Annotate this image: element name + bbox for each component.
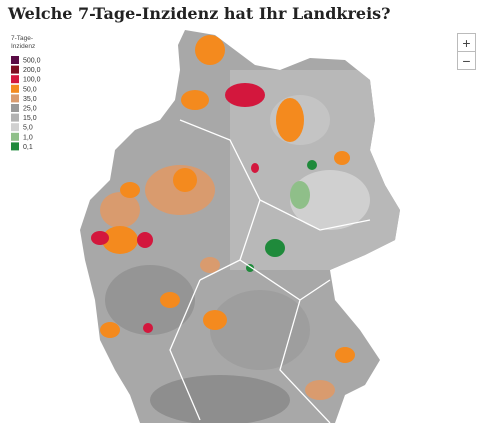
- legend: 7-Tage- Inzidenz 500,0 200,0 100,0 50,0 35,0…: [11, 35, 41, 151]
- legend-label: 50,0: [23, 86, 37, 93]
- legend-label: 5,0: [23, 125, 33, 132]
- legend-swatch: [11, 104, 19, 112]
- legend-swatch: [11, 142, 19, 151]
- legend-swatch: [11, 113, 19, 122]
- legend-label: 500,0: [23, 58, 41, 65]
- legend-swatch: [11, 123, 19, 132]
- legend-label: 0,1: [23, 144, 33, 151]
- legend-label: 15,0: [23, 115, 37, 122]
- legend-swatch: [11, 132, 19, 141]
- title: Welche 7-Tage-Inzidenz hat Ihr Landkreis…: [8, 4, 391, 23]
- legend-label: 100,0: [23, 77, 41, 84]
- legend-label: 1,0: [23, 134, 33, 141]
- legend-swatch: [11, 84, 19, 93]
- legend-label: 25,0: [23, 106, 37, 113]
- legend-swatch: [11, 75, 19, 84]
- legend-swatch: [11, 65, 19, 74]
- legend-title: Inzidenz: [11, 43, 35, 50]
- legend-label: 35,0: [23, 96, 37, 103]
- zoom-out[interactable]: −: [457, 51, 476, 70]
- zoom-in[interactable]: +: [457, 33, 476, 52]
- legend-title: 7-Tage-: [11, 35, 33, 42]
- legend-label: 200,0: [23, 67, 41, 74]
- legend-swatch: [11, 56, 19, 64]
- legend-swatch: [11, 94, 19, 103]
